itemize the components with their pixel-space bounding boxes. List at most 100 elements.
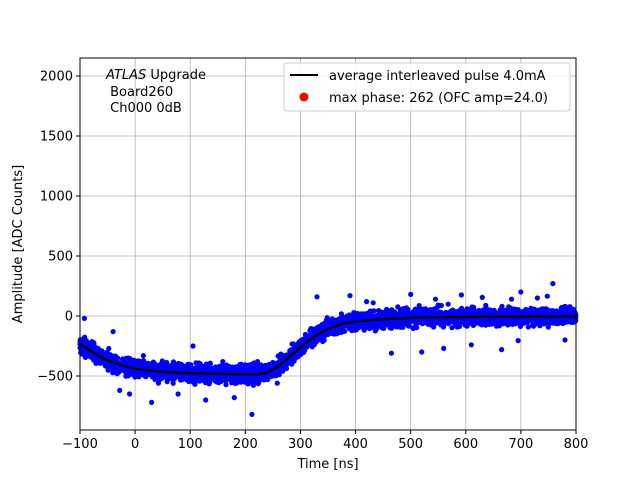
sample-point bbox=[550, 281, 556, 287]
sample-point bbox=[417, 307, 423, 313]
y-axis-label: Amplitude [ADC Counts] bbox=[11, 165, 26, 323]
y-axis-ticks: −500 0 500 1000 1500 2000 bbox=[37, 70, 80, 385]
sample-point bbox=[356, 324, 362, 331]
atlas-annotation: ATLAS Upgrade Board260 Ch000 0dB bbox=[105, 68, 206, 116]
sample-point bbox=[480, 307, 486, 313]
sample-point bbox=[405, 306, 411, 312]
sample-point bbox=[114, 371, 120, 377]
sample-point bbox=[388, 350, 394, 356]
sample-point bbox=[450, 318, 456, 324]
plot-frame bbox=[79, 57, 577, 431]
sample-point bbox=[177, 364, 183, 370]
sample-point bbox=[78, 350, 84, 356]
sample-point bbox=[171, 376, 177, 382]
sample-point bbox=[168, 364, 174, 370]
sample-point bbox=[245, 381, 251, 387]
sample-point bbox=[140, 353, 146, 359]
sample-point bbox=[143, 374, 149, 380]
y-tick-label: 500 bbox=[48, 250, 73, 265]
sample-point bbox=[252, 375, 258, 381]
sample-point bbox=[501, 308, 507, 314]
sample-point bbox=[441, 345, 447, 351]
x-tick-label: 200 bbox=[233, 437, 258, 452]
sample-point bbox=[102, 353, 108, 359]
sample-point bbox=[256, 362, 262, 369]
sample-point bbox=[433, 311, 439, 317]
sample-point bbox=[163, 364, 169, 371]
legend-marker-swatch bbox=[299, 92, 309, 102]
sample-point bbox=[414, 325, 420, 331]
sample-point bbox=[468, 320, 474, 326]
sample-point bbox=[562, 337, 568, 343]
sample-point bbox=[226, 364, 233, 370]
x-tick-label: −100 bbox=[62, 437, 98, 452]
annotation-atlas: ATLAS bbox=[105, 68, 146, 83]
sample-point bbox=[312, 339, 318, 345]
y-tick-label: 1000 bbox=[40, 190, 73, 205]
sample-point bbox=[486, 309, 492, 315]
sample-point bbox=[423, 318, 429, 325]
sample-point bbox=[486, 316, 492, 322]
x-tick-label: 100 bbox=[178, 437, 203, 452]
sample-point bbox=[127, 391, 133, 397]
sample-point bbox=[155, 380, 162, 386]
sample-point bbox=[110, 329, 116, 335]
sample-point bbox=[411, 311, 417, 317]
sample-point bbox=[415, 312, 421, 318]
sample-point bbox=[152, 371, 158, 377]
legend-label-average: average interleaved pulse 4.0mA bbox=[329, 69, 546, 84]
sample-point bbox=[243, 367, 249, 373]
x-axis-ticks: −100 0 100 200 300 400 500 600 700 800 bbox=[62, 430, 588, 452]
sample-point bbox=[207, 360, 213, 366]
sample-point bbox=[254, 378, 260, 385]
sample-point bbox=[273, 370, 279, 376]
sample-point bbox=[384, 309, 390, 315]
sample-point bbox=[373, 320, 379, 326]
sample-point bbox=[568, 317, 574, 324]
sample-point bbox=[88, 354, 94, 360]
sample-point bbox=[500, 321, 506, 327]
sample-point bbox=[170, 380, 176, 386]
sample-point bbox=[249, 411, 255, 417]
sample-point bbox=[389, 325, 395, 331]
sample-point bbox=[361, 311, 367, 317]
sample-point bbox=[449, 325, 455, 331]
sample-point bbox=[400, 312, 406, 318]
annotation-line-2: Board260 bbox=[106, 85, 173, 100]
sample-point bbox=[298, 339, 304, 345]
sample-point bbox=[458, 292, 464, 298]
sample-point bbox=[395, 304, 401, 310]
sample-point bbox=[520, 316, 526, 322]
sample-point bbox=[368, 325, 374, 331]
sample-point bbox=[347, 293, 353, 299]
sample-point bbox=[194, 374, 200, 380]
sample-point bbox=[427, 308, 433, 314]
sample-point bbox=[259, 366, 265, 373]
sample-point bbox=[537, 323, 543, 329]
sample-point bbox=[259, 374, 265, 380]
y-tick-label: 2000 bbox=[40, 70, 73, 85]
y-tick-label: 1500 bbox=[40, 130, 73, 145]
sample-point bbox=[231, 395, 237, 401]
sample-point bbox=[505, 322, 511, 328]
sample-point bbox=[214, 379, 220, 385]
sample-point bbox=[187, 375, 193, 381]
annotation-upgrade: Upgrade bbox=[146, 68, 206, 83]
sample-point bbox=[445, 301, 451, 307]
x-tick-label: 600 bbox=[453, 437, 478, 452]
sample-point bbox=[175, 391, 181, 397]
legend-box bbox=[283, 62, 571, 112]
sample-point bbox=[220, 359, 226, 365]
sample-point bbox=[158, 363, 164, 369]
sample-points bbox=[77, 281, 579, 417]
sample-point bbox=[304, 333, 310, 339]
x-tick-label: 500 bbox=[398, 437, 423, 452]
sample-point bbox=[279, 356, 285, 362]
sample-point bbox=[105, 361, 111, 367]
sample-point bbox=[411, 318, 417, 324]
sample-point bbox=[82, 334, 88, 340]
sample-point bbox=[262, 362, 268, 369]
sample-point bbox=[517, 323, 524, 329]
sample-point bbox=[431, 324, 437, 330]
sample-point bbox=[372, 328, 378, 334]
